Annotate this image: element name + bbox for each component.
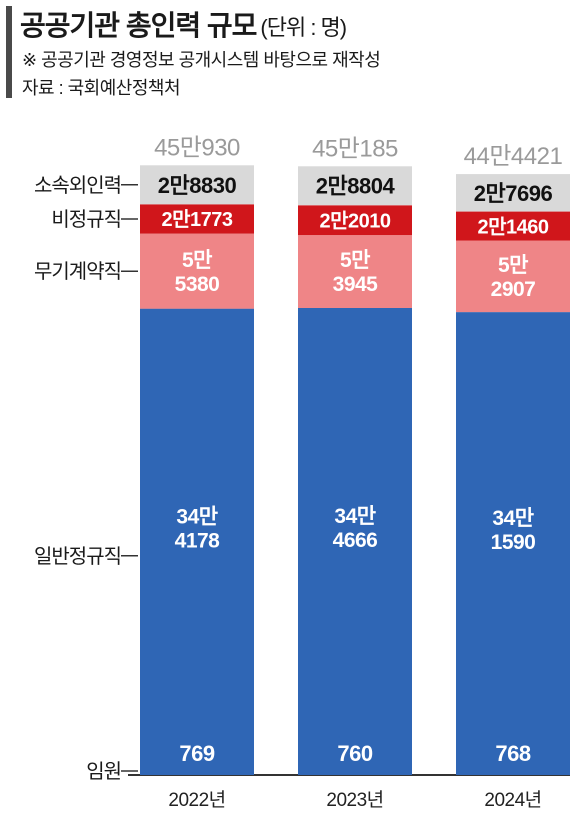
data-label: 5380 <box>175 273 220 296</box>
data-label: 5만 <box>340 249 370 272</box>
legend-label: 소속외인력 <box>34 174 121 197</box>
data-label: 5만 <box>498 254 528 277</box>
data-label: 2만1773 <box>161 208 232 231</box>
chart-title-text: 공공기관 총인력 규모 <box>20 10 257 41</box>
bar-segment-비정규직 <box>456 211 570 241</box>
chart-title: 공공기관 총인력 규모 (단위 : 명) <box>20 4 347 44</box>
bar-segment-일반정규직 <box>140 308 254 775</box>
legend-label: 비정규직 <box>51 208 121 231</box>
data-label: 1590 <box>491 531 536 554</box>
bar-segment-무기계약직 <box>456 240 570 313</box>
x-tick-label: 2024년 <box>484 789 541 811</box>
bar-segment-소속외인력 <box>456 174 570 212</box>
total-label: 45만930 <box>154 134 240 161</box>
bar-segment-소속외인력 <box>298 166 412 206</box>
data-label: 3945 <box>333 273 379 296</box>
data-label: 2만8804 <box>316 174 396 199</box>
chart-source: 자료 : 국회예산정책처 <box>22 78 181 98</box>
legend-label: 무기계약직 <box>34 260 121 283</box>
bar-segment-무기계약직 <box>298 235 412 308</box>
chart-header: 공공기관 총인력 규모 (단위 : 명) ※ 공공기관 경영정보 공개시스템 바탕… <box>0 0 570 100</box>
data-label: 769 <box>179 741 214 766</box>
data-label: 2만2010 <box>319 209 390 232</box>
bar-segment-비정규직 <box>298 205 412 236</box>
bar-segment-비정규직 <box>140 204 254 234</box>
total-label: 44만4421 <box>464 143 563 170</box>
data-label: 760 <box>337 741 372 766</box>
legend-label: 일반정규직 <box>34 545 121 568</box>
data-label: 2만1460 <box>477 215 548 238</box>
data-label: 2907 <box>491 278 536 301</box>
bar-segment-소속외인력 <box>140 165 254 205</box>
data-label: 4178 <box>175 529 221 552</box>
data-label: 34만 <box>334 505 375 528</box>
x-tick-label: 2023년 <box>326 789 383 811</box>
data-label: 4666 <box>333 529 378 552</box>
total-label: 45만185 <box>312 135 398 162</box>
data-label: 768 <box>495 741 530 766</box>
data-label: 2만8830 <box>158 173 237 198</box>
legend-label: 임원 <box>86 760 121 783</box>
bar-segment-무기계약직 <box>140 233 254 309</box>
header-accent-bar <box>6 6 12 98</box>
chart-note: ※ 공공기관 경영정보 공개시스템 바탕으로 재작성 <box>22 50 381 70</box>
x-tick-label: 2022년 <box>168 789 225 811</box>
data-label: 34만 <box>492 507 533 530</box>
data-label: 5만 <box>182 249 212 272</box>
data-label: 2만7696 <box>474 181 553 206</box>
unit-label: (단위 : 명) <box>260 15 347 40</box>
data-label: 34만 <box>176 505 217 528</box>
bar-segment-일반정규직 <box>298 308 412 775</box>
bar-segment-일반정규직 <box>456 312 570 775</box>
